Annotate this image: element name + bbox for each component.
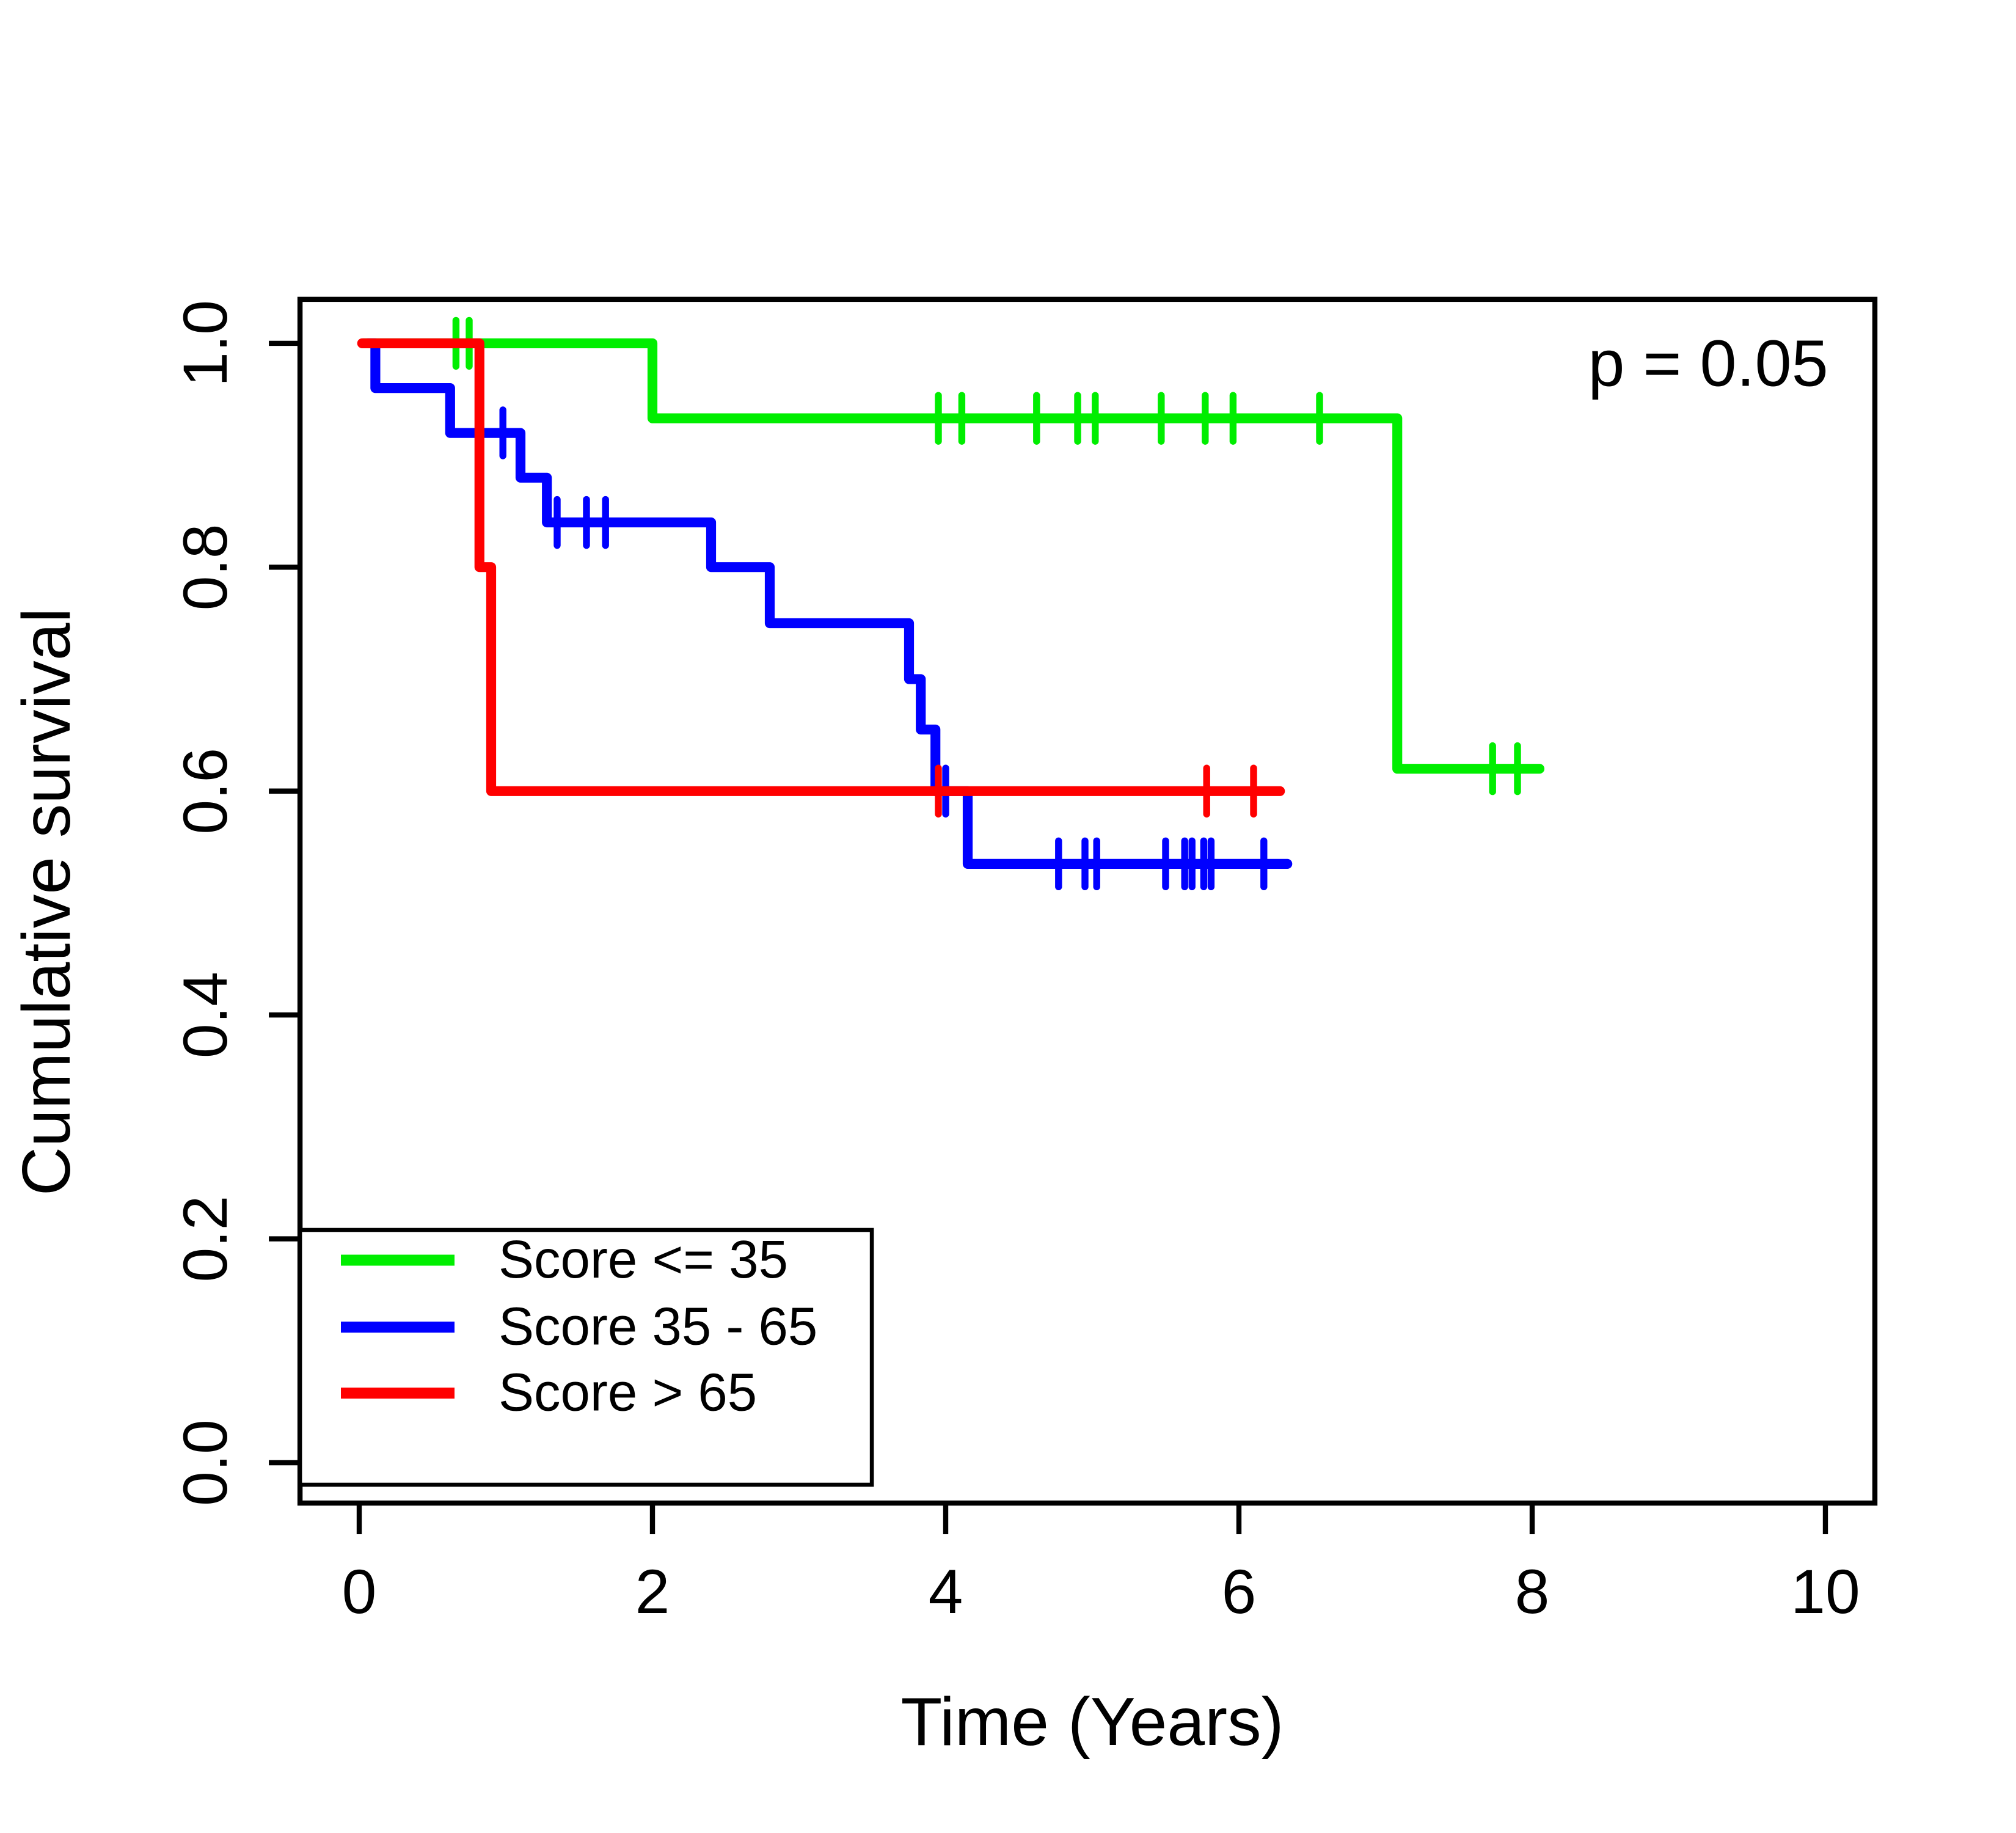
p-value-annotation: p = 0.05 [1588, 326, 1828, 400]
y-tick-label: 0.8 [170, 524, 240, 610]
x-tick-label: 4 [929, 1557, 963, 1626]
y-tick-label: 0.6 [170, 748, 240, 835]
x-tick-label: 10 [1791, 1557, 1860, 1626]
survival-curve-score-35-65 [363, 338, 1293, 869]
legend-label-score-le-35: Score <= 35 [499, 1230, 788, 1289]
y-axis-title: Cumulative survival [9, 608, 84, 1196]
x-tick-label: 6 [1222, 1557, 1257, 1626]
legend-box: Score <= 35 Score 35 - 65 Score > 65 [298, 1227, 874, 1487]
survival-curve-score-65 [357, 338, 1285, 796]
x-axis: 0 2 4 6 8 10 [342, 1503, 1860, 1626]
x-tick-label: 0 [342, 1557, 377, 1626]
y-tick-label: 1.0 [170, 300, 240, 387]
curve-layer [357, 316, 1545, 891]
x-axis-title: Time (Years) [900, 1684, 1284, 1760]
legend-label-score-35-65: Score 35 - 65 [499, 1297, 817, 1356]
x-tick-label: 8 [1515, 1557, 1550, 1626]
survival-curve-score-35 [359, 338, 1545, 774]
x-tick-label: 2 [635, 1557, 670, 1626]
y-axis: 1.0 0.8 0.6 0.4 0.2 0.0 [170, 300, 301, 1506]
y-tick-label: 0.0 [170, 1419, 240, 1506]
plot-border [297, 296, 1878, 1506]
legend-label-score-gt-65: Score > 65 [499, 1363, 757, 1422]
y-tick-label: 0.4 [170, 971, 240, 1058]
y-tick-label: 0.2 [170, 1196, 240, 1282]
legend-border [298, 1227, 874, 1487]
